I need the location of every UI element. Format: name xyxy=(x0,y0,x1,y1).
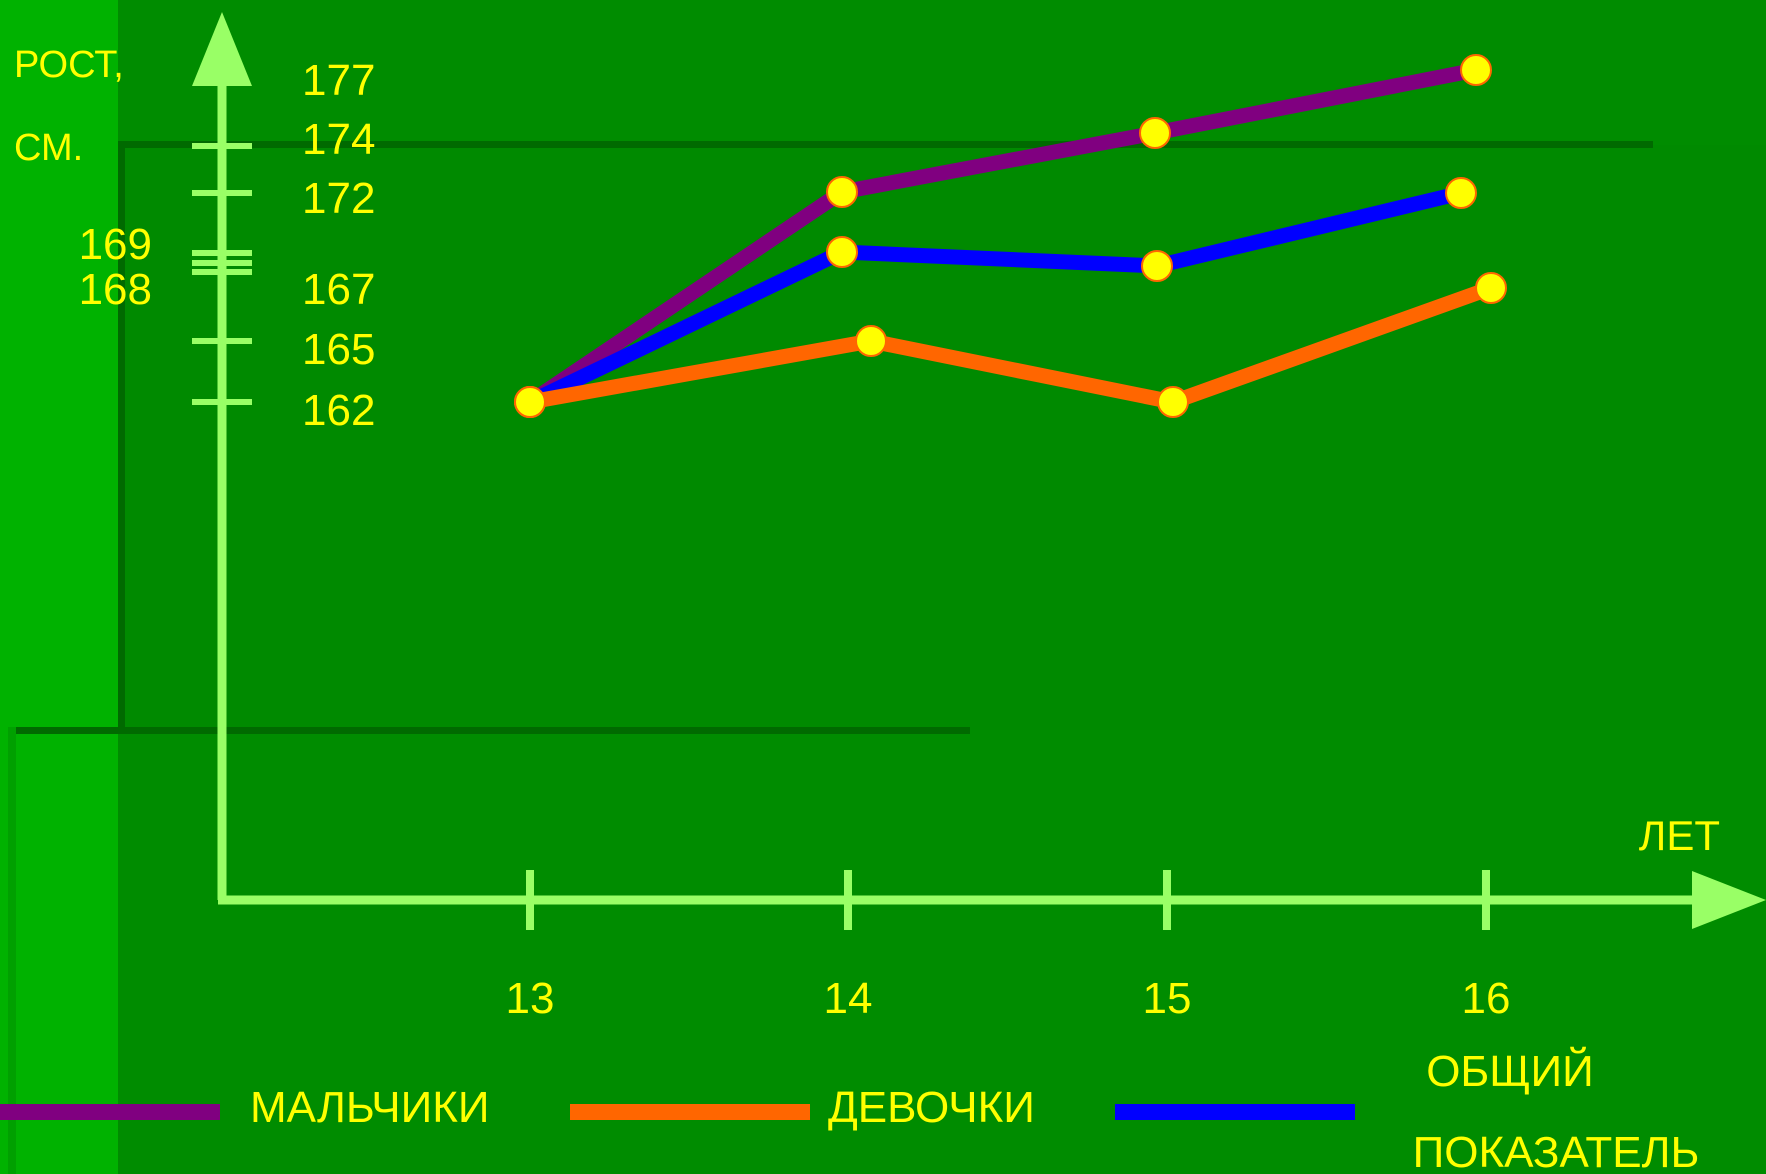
data-point xyxy=(514,386,546,418)
y-tick-label: 174 xyxy=(302,115,375,164)
legend-label: ДЕВОЧКИ xyxy=(828,1083,1035,1132)
y-tick-label-left: 169 xyxy=(79,220,152,269)
upper-panel-edge-top xyxy=(118,141,1653,148)
data-point xyxy=(1475,272,1507,304)
y-axis-label-line2: СМ. xyxy=(14,127,83,169)
y-tick-label: 165 xyxy=(302,325,375,374)
upper-panel xyxy=(118,145,1766,730)
legend: МАЛЬЧИКИ ДЕВОЧКИ ОБЩИЙ ПОКАЗАТЕЛЬ xyxy=(0,1045,1699,1174)
data-point xyxy=(855,325,887,357)
series-line xyxy=(522,185,1469,410)
x-tick-label: 14 xyxy=(824,974,873,1023)
y-tick-label: 177 xyxy=(302,56,375,105)
y-tick-label-left: 168 xyxy=(79,265,152,314)
y-axis-label-line1: РОСТ, xyxy=(14,44,124,86)
legend-label: МАЛЬЧИКИ xyxy=(250,1083,490,1132)
legend-label: ПОКАЗАТЕЛЬ xyxy=(1413,1128,1700,1174)
data-point xyxy=(826,176,858,208)
y-tick-label: 162 xyxy=(302,386,375,435)
x-tick-label: 16 xyxy=(1462,974,1511,1023)
x-axis-label: ЛЕТ xyxy=(1639,812,1720,859)
data-point xyxy=(1139,117,1171,149)
series-line xyxy=(522,280,1499,410)
x-tick-label: 15 xyxy=(1143,974,1192,1023)
x-ticks: 13 14 15 16 xyxy=(506,870,1511,1023)
lower-panel-edge-left xyxy=(8,727,16,1174)
upper-panel-edge-left xyxy=(118,141,125,731)
data-point xyxy=(1460,54,1492,86)
x-axis-arrow xyxy=(1692,871,1766,929)
series-line xyxy=(522,62,1484,410)
left-panel xyxy=(0,0,118,1174)
y-axis-arrow xyxy=(192,12,252,86)
y-tick-label: 172 xyxy=(302,174,375,223)
x-tick-label: 13 xyxy=(506,974,555,1023)
legend-label: ОБЩИЙ xyxy=(1426,1045,1594,1096)
data-point xyxy=(826,236,858,268)
data-point xyxy=(1445,177,1477,209)
series-group xyxy=(514,54,1507,418)
data-point xyxy=(1141,250,1173,282)
data-point xyxy=(1157,386,1189,418)
axes xyxy=(192,12,1766,929)
y-tick-label: 167 xyxy=(302,265,375,314)
lower-panel-edge-top xyxy=(8,727,970,734)
